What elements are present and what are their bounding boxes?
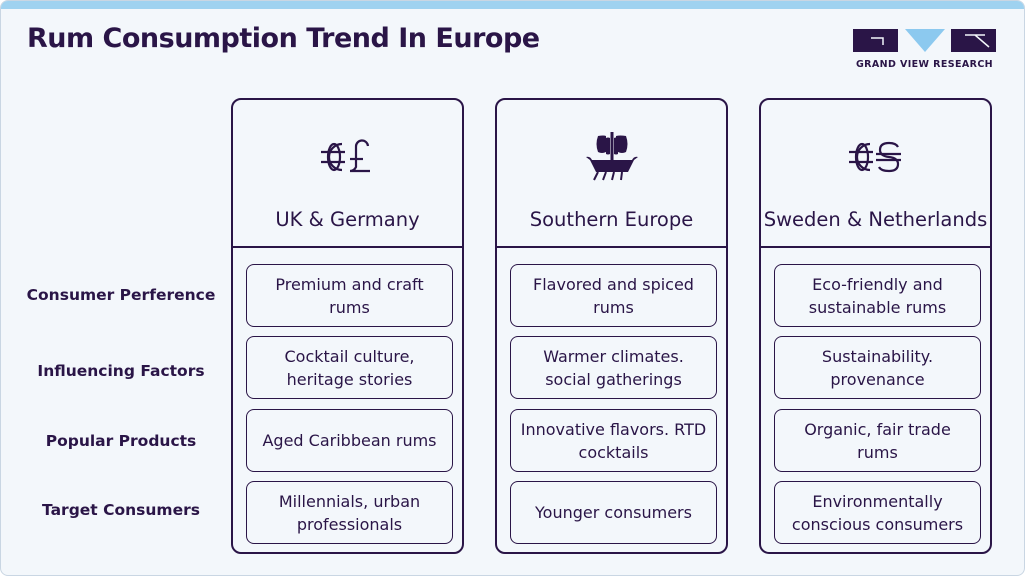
column-sweden-netherlands: Sweden & Netherlands Eco-friendly and su… [759, 98, 992, 554]
cell-popular-products: Aged Caribbean rums [246, 409, 453, 472]
column-header: Sweden & Netherlands [761, 100, 990, 248]
euro-pound-icon [320, 139, 370, 173]
column-title: Sweden & Netherlands [763, 208, 988, 231]
column-title: UK & Germany [275, 208, 420, 231]
cell-target-consumers: Environmentally conscious consumers [774, 481, 981, 544]
sailing-ship-icon [585, 132, 638, 181]
row-label-influencing-factors: Influencing Factors [37, 362, 205, 380]
euro-dollar-icon [848, 141, 901, 173]
cell-consumer-preference: Eco-friendly and sustainable rums [774, 264, 981, 327]
column-title: Southern Europe [529, 208, 694, 231]
page-title: Rum Consumption Trend In Europe [27, 23, 540, 54]
cell-popular-products: Organic, fair trade rums [774, 409, 981, 472]
cell-target-consumers: Millennials, urban professionals [246, 481, 453, 544]
row-label-popular-products: Popular Products [45, 432, 197, 450]
cell-consumer-preference: Flavored and spiced rums [510, 264, 717, 327]
row-label-consumer-preference: Consumer Perference [26, 286, 216, 304]
top-accent-bar [1, 1, 1024, 9]
cell-influencing-factors: Warmer climates. social gatherings [510, 336, 717, 399]
column-header: UK & Germany [233, 100, 462, 248]
grand-view-research-logo [853, 29, 996, 52]
column-southern-europe: Southern Europe Flavored and spiced rums… [495, 98, 728, 554]
cell-target-consumers: Younger consumers [510, 481, 717, 544]
cell-popular-products: Innovative flavors. RTD cocktails [510, 409, 717, 472]
column-uk-germany: UK & Germany Premium and craft rums Cock… [231, 98, 464, 554]
column-header: Southern Europe [497, 100, 726, 248]
logo-wordmark: GRAND VIEW RESEARCH [855, 59, 994, 70]
cell-influencing-factors: Sustainability. provenance [774, 336, 981, 399]
cell-influencing-factors: Cocktail culture, heritage stories [246, 336, 453, 399]
cell-consumer-preference: Premium and craft rums [246, 264, 453, 327]
row-label-target-consumers: Target Consumers [42, 501, 200, 519]
